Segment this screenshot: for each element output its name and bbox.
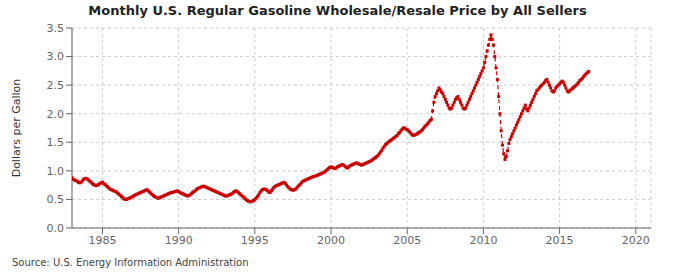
svg-text:3.5: 3.5 — [47, 22, 65, 35]
html-text:Source: U.S. Energy Informatio: Source: U.S. Energy Information Administ… — [12, 257, 249, 268]
svg-text:2000: 2000 — [317, 234, 345, 247]
html-text:Monthly U.S. Regular Gasoline: Monthly U.S. Regular Gasoline Wholesale/… — [88, 3, 587, 18]
svg-text:2.5: 2.5 — [47, 79, 65, 92]
svg-text:3.0: 3.0 — [47, 50, 65, 63]
svg-text:1.5: 1.5 — [47, 136, 65, 149]
svg-text:1985: 1985 — [88, 234, 116, 247]
svg-text:2010: 2010 — [469, 234, 497, 247]
svg-text:1.0: 1.0 — [47, 165, 65, 178]
svg-text:0.5: 0.5 — [47, 193, 65, 206]
svg-text:0.0: 0.0 — [47, 222, 65, 235]
svg-text:2.0: 2.0 — [47, 108, 65, 121]
svg-text:2020: 2020 — [622, 234, 650, 247]
svg-text:1990: 1990 — [165, 234, 193, 247]
svg-text:Dollars per Gallon: Dollars per Gallon — [10, 79, 23, 178]
svg-text:1995: 1995 — [241, 234, 269, 247]
svg-text:2015: 2015 — [546, 234, 574, 247]
svg-text:2005: 2005 — [393, 234, 421, 247]
